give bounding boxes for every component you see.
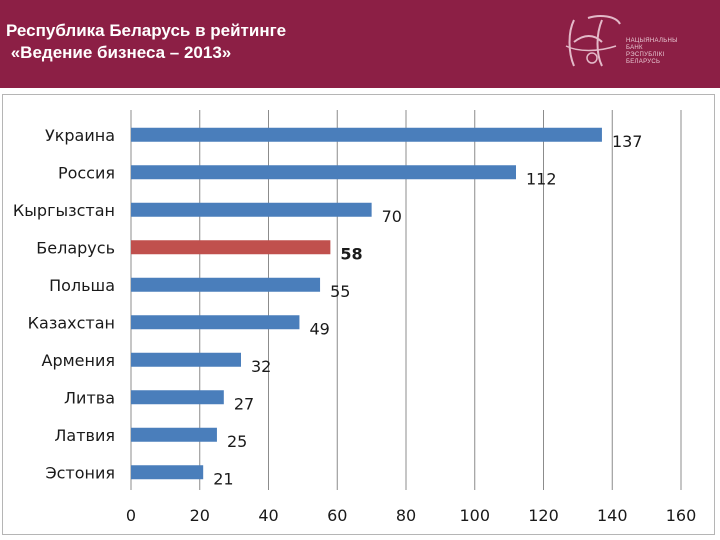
value-label: 137 <box>612 132 643 151</box>
category-label: Армения <box>42 351 116 370</box>
bank-logo-text: НАЦЫЯНАЛЬНЫ БАНК РЭСПУБЛІКІ БЕЛАРУСЬ <box>626 38 706 66</box>
x-tick-label: 80 <box>396 506 416 525</box>
category-label: Украина <box>45 126 115 145</box>
header-banner: Республика Беларусь в рейтинге «Ведение … <box>0 0 720 88</box>
category-label: Литва <box>64 388 115 407</box>
x-tick-label: 120 <box>528 506 559 525</box>
x-tick-label: 60 <box>327 506 347 525</box>
logo-text-line: НАЦЫЯНАЛЬНЫ <box>626 38 678 44</box>
x-tick-label: 160 <box>666 506 697 525</box>
bar <box>131 390 224 405</box>
value-label: 32 <box>251 357 271 376</box>
value-label: 58 <box>340 244 362 263</box>
bank-monogram-icon <box>565 15 621 67</box>
x-tick-label: 140 <box>597 506 628 525</box>
x-tick-label: 0 <box>126 506 136 525</box>
slide-title: Республика Беларусь в рейтинге «Ведение … <box>6 20 286 64</box>
bar <box>131 427 217 442</box>
bar <box>131 240 331 255</box>
bar <box>131 127 602 142</box>
value-label: 70 <box>382 207 402 226</box>
category-label: Польша <box>49 276 115 295</box>
category-label: Казахстан <box>28 313 115 332</box>
category-label: Кыргызстан <box>13 201 115 220</box>
bank-logo: НАЦЫЯНАЛЬНЫ БАНК РЭСПУБЛІКІ БЕЛАРУСЬ <box>560 12 710 74</box>
value-label: 27 <box>234 394 254 413</box>
bar <box>131 352 241 367</box>
value-label: 49 <box>309 319 329 338</box>
category-label: Беларусь <box>36 238 115 257</box>
category-label: Латвия <box>54 426 115 445</box>
chart-frame <box>2 94 715 535</box>
slide-title-line-1: Республика Беларусь в рейтинге <box>6 21 287 40</box>
value-label: 55 <box>330 282 350 301</box>
category-label: Эстония <box>45 463 115 482</box>
bar <box>131 465 204 480</box>
logo-text-line: РЭСПУБЛІКІ <box>626 52 665 58</box>
bar <box>131 165 516 180</box>
bar <box>131 202 372 217</box>
category-label: Россия <box>58 163 115 182</box>
logo-text-line: БАНК <box>626 45 643 51</box>
logo-text-line: БЕЛАРУСЬ <box>626 59 661 65</box>
value-label: 112 <box>526 169 557 188</box>
x-tick-label: 20 <box>190 506 210 525</box>
slide-title-line-2: «Ведение бизнеса – 2013» <box>6 43 232 62</box>
value-label: 25 <box>227 432 247 451</box>
value-label: 21 <box>213 469 233 488</box>
bar <box>131 315 300 330</box>
x-tick-label: 40 <box>258 506 278 525</box>
x-tick-label: 100 <box>459 506 490 525</box>
bar <box>131 277 321 292</box>
